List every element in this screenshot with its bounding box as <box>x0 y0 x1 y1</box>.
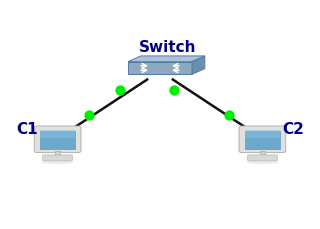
Ellipse shape <box>42 161 74 164</box>
Text: C1: C1 <box>16 122 38 137</box>
FancyBboxPatch shape <box>55 151 60 156</box>
Point <box>226 113 231 117</box>
Point <box>117 89 123 92</box>
Text: Switch: Switch <box>139 39 197 55</box>
Text: C2: C2 <box>282 122 304 137</box>
Polygon shape <box>128 57 205 62</box>
Ellipse shape <box>246 161 278 164</box>
FancyBboxPatch shape <box>260 151 265 156</box>
Polygon shape <box>192 57 205 75</box>
FancyBboxPatch shape <box>34 126 81 153</box>
FancyBboxPatch shape <box>245 131 280 149</box>
FancyBboxPatch shape <box>40 131 75 139</box>
FancyBboxPatch shape <box>245 131 280 139</box>
FancyBboxPatch shape <box>43 155 72 161</box>
FancyBboxPatch shape <box>248 155 277 161</box>
FancyBboxPatch shape <box>40 131 75 149</box>
FancyBboxPatch shape <box>239 126 286 153</box>
Point <box>172 89 177 92</box>
Point <box>86 113 92 117</box>
Polygon shape <box>128 62 192 75</box>
